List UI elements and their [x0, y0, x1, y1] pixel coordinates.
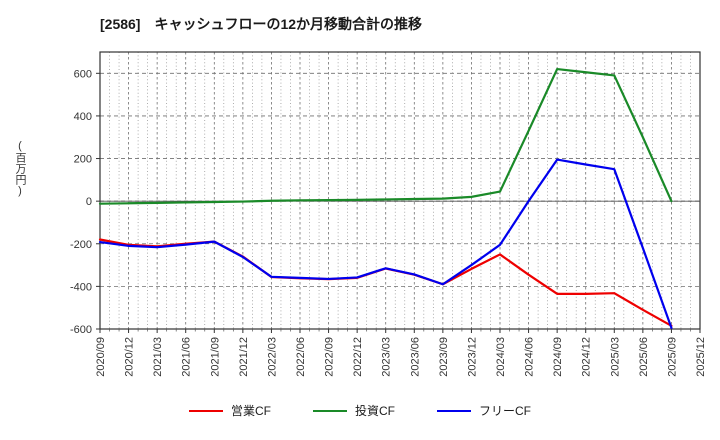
legend-label: 投資CF: [355, 404, 395, 418]
x-tick-label: 2021/06: [181, 337, 193, 377]
chart-legend: 営業CF 投資CF フリーCF: [0, 402, 720, 419]
x-tick-label: 2023/03: [381, 337, 393, 377]
x-tick-label: 2021/03: [152, 337, 164, 377]
major-gridlines: [99, 52, 701, 329]
x-tick-label: 2022/03: [266, 337, 278, 377]
x-tick-label: 2023/09: [438, 337, 450, 377]
chart-title: [2586] キャッシュフローの12か月移動合計の推移: [100, 16, 423, 32]
y-axis-tick-labels: 600 400 200 0 -200 -400 -600: [70, 68, 92, 336]
x-tick-label: 2023/06: [409, 337, 421, 377]
x-axis-ticks: [99, 329, 701, 333]
legend-item-free-cf[interactable]: フリーCF: [437, 402, 531, 419]
legend-item-investing-cf[interactable]: 投資CF: [313, 402, 395, 419]
y-tick-label: 0: [86, 196, 92, 208]
x-tick-label: 2025/06: [638, 337, 650, 377]
legend-color-swatch: [189, 409, 223, 412]
series-lines: [98, 67, 673, 330]
x-axis-tick-labels: 2020/09 2020/12 2021/03 2021/06 2021/09 2021/…: [95, 337, 707, 377]
x-tick-label: 2020/12: [124, 337, 136, 377]
minor-gridlines: [109, 52, 691, 329]
legend-label: フリーCF: [479, 404, 531, 418]
x-tick-label: 2025/03: [609, 337, 621, 377]
x-tick-label: 2024/06: [524, 337, 536, 377]
x-tick-label: 2021/12: [238, 337, 250, 377]
legend-item-operating-cf[interactable]: 営業CF: [189, 402, 271, 419]
y-axis-ticks: [96, 72, 100, 330]
y-tick-label: -400: [70, 281, 92, 293]
x-tick-label: 2024/12: [581, 337, 593, 377]
x-tick-label: 2022/09: [324, 337, 336, 377]
x-tick-label: 2025/09: [666, 337, 678, 377]
x-tick-label: 2022/12: [352, 337, 364, 377]
x-tick-label: 2024/03: [495, 337, 507, 377]
plot-frame: [99, 51, 701, 330]
y-tick-label: 600: [74, 68, 92, 80]
x-tick-label: 2024/09: [552, 337, 564, 377]
x-tick-label: 2025/12: [695, 337, 707, 377]
y-tick-label: 200: [74, 154, 92, 166]
y-tick-label: -600: [70, 324, 92, 336]
legend-label: 営業CF: [231, 404, 271, 418]
y-axis-label: (百万円): [14, 140, 26, 197]
x-tick-label: 2020/09: [95, 337, 107, 377]
series-line: [98, 67, 673, 205]
series-line: [98, 158, 673, 330]
legend-color-swatch: [437, 409, 471, 412]
y-tick-label: 400: [74, 111, 92, 123]
x-tick-label: 2021/09: [209, 337, 221, 377]
x-tick-label: 2023/12: [466, 337, 478, 377]
y-tick-label: -200: [70, 239, 92, 251]
legend-color-swatch: [313, 409, 347, 412]
x-tick-label: 2022/06: [295, 337, 307, 377]
